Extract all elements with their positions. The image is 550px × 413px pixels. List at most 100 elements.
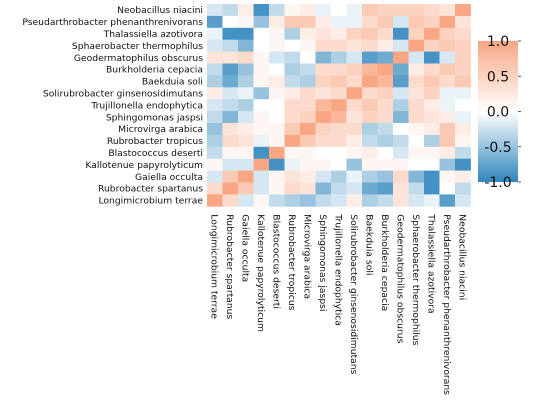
heatmap-cell [424, 75, 440, 88]
heatmap-cell [377, 51, 394, 64]
heatmap-cell [346, 111, 363, 124]
heatmap-cell [238, 146, 254, 160]
heatmap-cell [346, 123, 363, 136]
heatmap-cell [346, 15, 363, 29]
heatmap-cell [315, 123, 332, 136]
heatmap-cell [253, 75, 270, 88]
heatmap-cell [315, 182, 332, 195]
heatmap-cell [300, 123, 316, 136]
heatmap-cell [393, 63, 409, 76]
heatmap-cell [377, 158, 394, 171]
heatmap-cell [222, 134, 239, 148]
heatmap-cell [455, 75, 471, 88]
heatmap-cell [408, 158, 425, 171]
heatmap-cell [269, 63, 285, 76]
heatmap-cell [393, 158, 409, 171]
heatmap-cell [253, 99, 270, 112]
column-label: Rubrobacter tropicus [286, 214, 297, 310]
heatmap-cell [455, 51, 471, 64]
heatmap-cell [222, 63, 239, 76]
heatmap-cell [455, 15, 471, 29]
heatmap-cell [408, 123, 425, 136]
heatmap-cell [377, 123, 394, 136]
heatmap-cell [284, 75, 301, 88]
heatmap-cell [393, 134, 409, 148]
heatmap-cell [377, 87, 394, 100]
heatmap-cell [207, 39, 223, 52]
heatmap-cell [222, 123, 239, 136]
heatmap-cell [346, 99, 363, 112]
heatmap-cell [315, 194, 332, 207]
heatmap-cell [253, 158, 270, 171]
heatmap-cell [331, 111, 347, 124]
heatmap-cell [377, 146, 394, 160]
heatmap-cell [207, 75, 223, 88]
column-label: Trujillonella endophytica [333, 213, 344, 326]
heatmap-cell [362, 134, 378, 148]
heatmap-cell [331, 182, 347, 195]
heatmap-cell [393, 123, 409, 136]
heatmap-cell [253, 39, 270, 52]
heatmap-cell [424, 39, 440, 52]
heatmap-cell [269, 170, 285, 183]
row-label: Sphaerobacter thermophilus [72, 41, 203, 52]
column-label: Microvirga arabica [302, 214, 313, 299]
row-label: Longimicrobium terrae [98, 196, 203, 207]
column-label: Pseudarthrobacter phenanthrenivorans [441, 214, 452, 395]
heatmap-cell [362, 170, 378, 183]
heatmap-cell [222, 27, 239, 41]
heatmap-cell [300, 4, 316, 17]
heatmap-cell [362, 146, 378, 160]
heatmap-cell [439, 15, 456, 29]
heatmap-cell [346, 182, 363, 195]
heatmap-cell [269, 27, 285, 41]
heatmap-cell [408, 146, 425, 160]
heatmap-cell [253, 15, 270, 29]
heatmap-cell [439, 75, 456, 88]
heatmap-cell [439, 158, 456, 171]
heatmap-cell [269, 87, 285, 100]
heatmap-cell [377, 170, 394, 183]
heatmap-cell [207, 158, 223, 171]
row-label: Trujillonella endophytica [90, 100, 203, 111]
heatmap-cell [300, 170, 316, 183]
heatmap-cell [284, 39, 301, 52]
column-label: Sphaerobacter thermophilus [410, 214, 421, 345]
heatmap-cell [222, 182, 239, 195]
row-label: Thalassiella azotivora [103, 29, 203, 40]
heatmap-cell [269, 158, 285, 171]
heatmap-cell [222, 194, 239, 207]
heatmap-cell [439, 4, 456, 17]
heatmap-cell [377, 15, 394, 29]
heatmap-cell [408, 4, 425, 17]
heatmap-cell [238, 111, 254, 124]
heatmap-cell [253, 170, 270, 183]
heatmap-cell [331, 15, 347, 29]
heatmap-cell [362, 39, 378, 52]
heatmap-cell [315, 87, 332, 100]
heatmap-cell [346, 75, 363, 88]
heatmap-cell [284, 134, 301, 148]
heatmap-cell [408, 194, 425, 207]
heatmap-cell [315, 27, 332, 41]
heatmap-cells [207, 4, 471, 207]
heatmap-cell [222, 87, 239, 100]
heatmap-cell [300, 111, 316, 124]
column-label: Blastococcus deserti [271, 214, 282, 309]
heatmap-cell [408, 99, 425, 112]
heatmap-cell [300, 75, 316, 88]
heatmap-cell [300, 63, 316, 76]
heatmap-cell [269, 39, 285, 52]
heatmap-cell [362, 51, 378, 64]
row-label: Gaiella occulta [135, 172, 203, 183]
heatmap-cell [377, 134, 394, 148]
heatmap-cell [377, 27, 394, 41]
heatmap-cell [455, 63, 471, 76]
heatmap-cell [238, 158, 254, 171]
heatmap-cell [222, 75, 239, 88]
heatmap-cell [424, 99, 440, 112]
heatmap-cell [269, 123, 285, 136]
heatmap-cell [300, 15, 316, 29]
row-label: Sphingomonas jaspsi [106, 112, 203, 123]
heatmap-cell [207, 27, 223, 41]
